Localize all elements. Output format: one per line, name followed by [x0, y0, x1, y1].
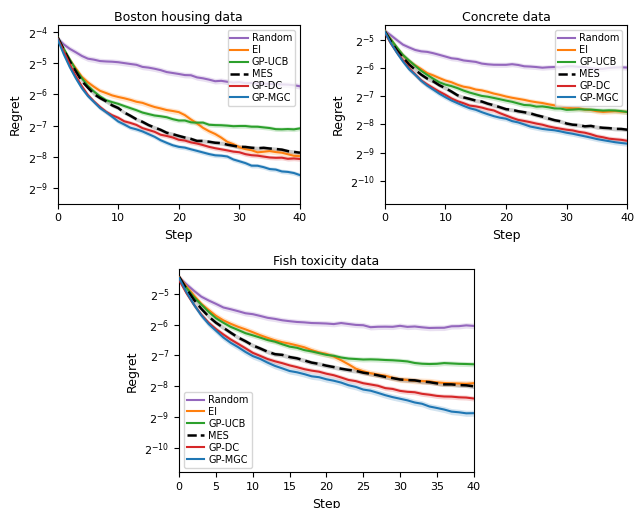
- X-axis label: Step: Step: [312, 498, 340, 508]
- Y-axis label: Regret: Regret: [126, 350, 139, 392]
- Legend: Random, EI, GP-UCB, MES, GP-DC, GP-MGC: Random, EI, GP-UCB, MES, GP-DC, GP-MGC: [555, 30, 622, 106]
- Y-axis label: Regret: Regret: [332, 94, 344, 135]
- Title: Boston housing data: Boston housing data: [115, 11, 243, 24]
- Title: Fish toxicity data: Fish toxicity data: [273, 255, 380, 268]
- Legend: Random, EI, GP-UCB, MES, GP-DC, GP-MGC: Random, EI, GP-UCB, MES, GP-DC, GP-MGC: [184, 392, 252, 467]
- Title: Concrete data: Concrete data: [461, 11, 550, 24]
- X-axis label: Step: Step: [492, 229, 520, 242]
- Legend: Random, EI, GP-UCB, MES, GP-DC, GP-MGC: Random, EI, GP-UCB, MES, GP-DC, GP-MGC: [228, 30, 295, 106]
- X-axis label: Step: Step: [164, 229, 193, 242]
- Y-axis label: Regret: Regret: [9, 94, 22, 135]
